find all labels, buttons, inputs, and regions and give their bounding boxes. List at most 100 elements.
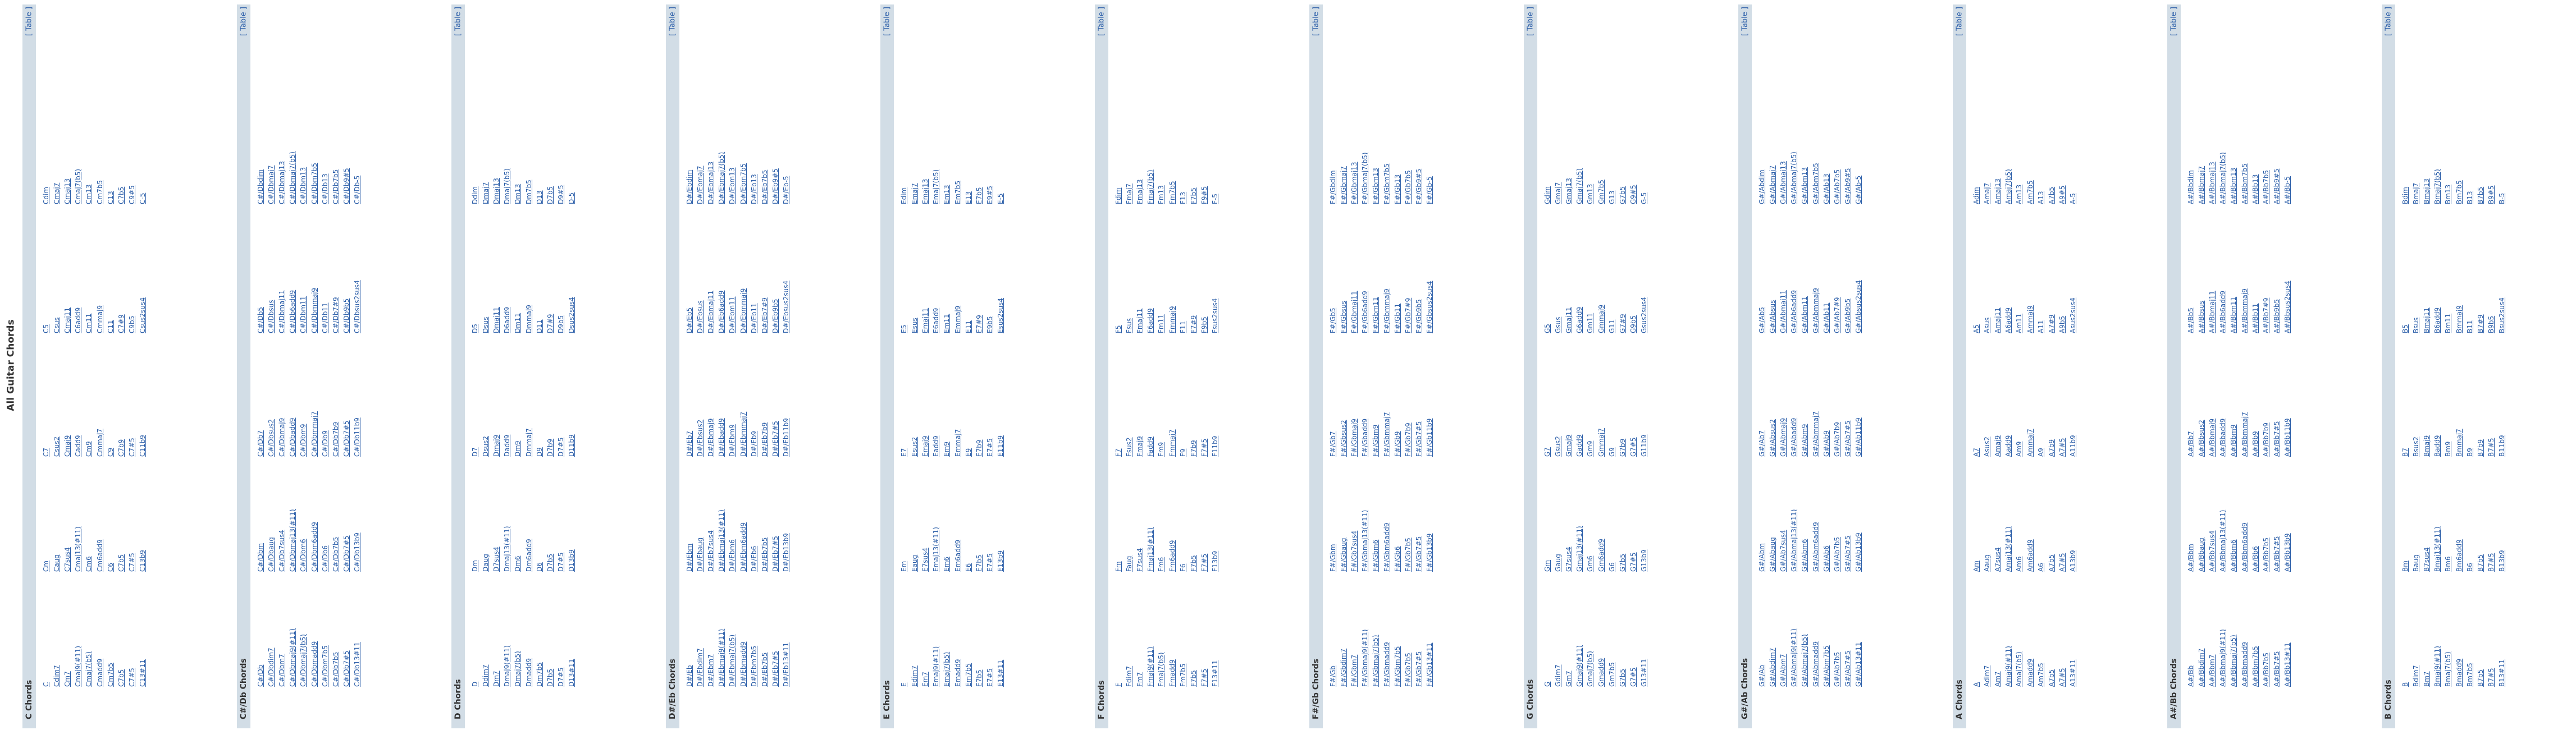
chord-link[interactable]: Gm7b5	[1596, 83, 1606, 212]
chord-link[interactable]: Am6	[2014, 451, 2025, 580]
chord-link[interactable]: Ammaj9	[2025, 212, 2035, 341]
chord-link[interactable]: C#/Dbmaj9	[276, 336, 287, 465]
chord-link[interactable]: F11b9	[1210, 336, 1221, 465]
chord-link[interactable]: C7sus4	[62, 451, 72, 580]
chord-link[interactable]: Bdim7	[2410, 566, 2421, 695]
table-link[interactable]: [ Table ]	[1310, 4, 1322, 38]
chord-link[interactable]: Cmaj11	[62, 212, 72, 341]
chord-link[interactable]: G9b5	[1628, 212, 1639, 341]
chord-link[interactable]: A7#5	[2057, 566, 2068, 695]
chord-link[interactable]: Esus2	[909, 336, 920, 465]
chord-link[interactable]: Dmaj9	[491, 336, 501, 465]
chord-link[interactable]: Adim7	[1981, 566, 1992, 695]
chord-link[interactable]: B13	[2464, 83, 2475, 212]
chord-link[interactable]: Dmmaj7	[523, 336, 534, 465]
chord-link[interactable]: E7b5	[974, 451, 984, 580]
chord-link[interactable]: F#/Gbmaj9(#11)	[1360, 566, 1371, 695]
chord-link[interactable]: Amaj7	[1981, 83, 1992, 212]
chord-link[interactable]: Eadd9	[931, 336, 942, 465]
chord-link[interactable]: Bm6	[2443, 451, 2454, 580]
chord-link[interactable]: D#/Eb-5	[781, 83, 792, 212]
chord-link[interactable]: Gm9	[1585, 336, 1596, 465]
chord-link[interactable]: D#/Ebsus2sus4	[781, 212, 792, 341]
chord-link[interactable]: Fm11	[1156, 212, 1167, 341]
chord-link[interactable]: D7b5	[545, 451, 555, 580]
chord-link[interactable]: B7b5	[2475, 566, 2486, 695]
chord-link[interactable]: Fmaj13(#11)	[1145, 451, 1156, 580]
chord-link[interactable]: F#/Gbm7	[1349, 566, 1359, 695]
chord-link[interactable]: D#/Ebadd9	[716, 336, 727, 465]
chord-link[interactable]: Cm	[40, 451, 51, 580]
chord-link[interactable]: G#/Abm	[1756, 451, 1767, 580]
chord-link[interactable]: C7b5	[116, 566, 126, 695]
chord-link[interactable]: D#/Ebdim7	[695, 566, 705, 695]
chord-link[interactable]: D#/Eb11b9	[781, 336, 792, 465]
chord-link[interactable]: Emadd9	[952, 566, 963, 695]
chord-link[interactable]: E7b5	[974, 83, 984, 212]
table-link[interactable]: [ Table ]	[2383, 4, 2394, 38]
chord-link[interactable]: D#/Eb6add9	[716, 212, 727, 341]
chord-link[interactable]: A#/Bbm7b5	[2250, 566, 2260, 695]
chord-link[interactable]: G#/Abmaj7(b5)	[1789, 83, 1799, 212]
chord-link[interactable]: C#/Db7b5	[330, 451, 341, 580]
chord-link[interactable]: Fmadd9	[1167, 566, 1177, 695]
chord-link[interactable]: D#/Ebmaj13(#11)	[716, 451, 727, 580]
chord-link[interactable]: B9	[2464, 336, 2475, 465]
chord-link[interactable]: B7b9	[2475, 336, 2486, 465]
chord-link[interactable]: F#/Gb7b5	[1403, 451, 1413, 580]
chord-link[interactable]: D7#9	[545, 212, 555, 341]
chord-link[interactable]: E6	[963, 451, 974, 580]
chord-link[interactable]: Bsus	[2410, 212, 2421, 341]
chord-link[interactable]: Emaj13(#11)	[931, 451, 942, 580]
chord-link[interactable]: D7b5	[545, 566, 555, 695]
chord-link[interactable]: A#/Bbmaj7(b5)	[2228, 566, 2239, 695]
chord-link[interactable]: G#/Abm7b5	[1821, 566, 1831, 695]
chord-link[interactable]: G#/Abmmaj7	[1810, 336, 1821, 465]
chord-link[interactable]: Gmaj13	[1563, 83, 1574, 212]
chord-link[interactable]: Bmmaj9	[2454, 212, 2464, 341]
chord-link[interactable]: F	[1113, 566, 1123, 695]
chord-link[interactable]: Fmaj7	[1123, 83, 1134, 212]
chord-link[interactable]: Bm	[2400, 451, 2410, 580]
table-link[interactable]: [ Table ]	[881, 4, 893, 38]
chord-link[interactable]: C#/Db-5	[352, 83, 363, 212]
chord-link[interactable]: F13b9	[1210, 451, 1221, 580]
chord-link[interactable]: C#/Dbm	[255, 451, 266, 580]
chord-link[interactable]: Amaj13	[1992, 83, 2003, 212]
chord-link[interactable]: C-5	[138, 83, 148, 212]
chord-link[interactable]: G#/Abmaj9(#11)	[1789, 566, 1799, 695]
chord-link[interactable]: Dmmaj9	[523, 212, 534, 341]
table-link[interactable]: [ Table ]	[1954, 4, 1965, 38]
chord-link[interactable]: Cm7	[62, 566, 72, 695]
chord-link[interactable]: Em7	[920, 566, 930, 695]
chord-link[interactable]: Fdim	[1113, 83, 1123, 212]
chord-link[interactable]: Dadd9	[502, 336, 513, 465]
chord-link[interactable]: C11b9	[138, 336, 148, 465]
chord-link[interactable]: Fsus	[1123, 212, 1134, 341]
chord-link[interactable]: A#/Bb7#5	[2272, 336, 2282, 465]
chord-link[interactable]: C	[40, 566, 51, 695]
chord-link[interactable]: G#/Abm11	[1799, 212, 1810, 341]
chord-link[interactable]: A7b5	[2046, 451, 2057, 580]
chord-link[interactable]: D#/Ebmaj11	[705, 212, 716, 341]
chord-link[interactable]: Dm7b5	[523, 83, 534, 212]
chord-link[interactable]: Cm13	[84, 83, 94, 212]
chord-link[interactable]: F7	[1113, 336, 1123, 465]
chord-link[interactable]: A7#5	[2057, 336, 2068, 465]
chord-link[interactable]: A#/Bbadd9	[2218, 336, 2228, 465]
chord-link[interactable]: F7#5	[1199, 566, 1210, 695]
chord-link[interactable]: Bmaj13	[2421, 83, 2432, 212]
chord-link[interactable]: C#/Dbmaj7(b5)	[287, 83, 298, 212]
chord-link[interactable]: G#/Abdim	[1756, 83, 1767, 212]
chord-link[interactable]: F#/Gb11b9	[1424, 336, 1435, 465]
chord-link[interactable]: D#/Ebmaj9	[705, 336, 716, 465]
chord-link[interactable]: G#/Ab9b5	[1843, 212, 1853, 341]
chord-link[interactable]: A#/Bb6add9	[2218, 212, 2228, 341]
chord-link[interactable]: G13	[1606, 83, 1617, 212]
chord-link[interactable]: Amadd9	[2025, 566, 2035, 695]
chord-link[interactable]: F#/Gbmaj7(b5)	[1371, 566, 1381, 695]
chord-link[interactable]: D9b5	[556, 212, 567, 341]
chord-link[interactable]: Gmaj11	[1563, 212, 1574, 341]
chord-link[interactable]: G	[1542, 566, 1552, 695]
table-link[interactable]: [ Table ]	[2168, 4, 2180, 38]
